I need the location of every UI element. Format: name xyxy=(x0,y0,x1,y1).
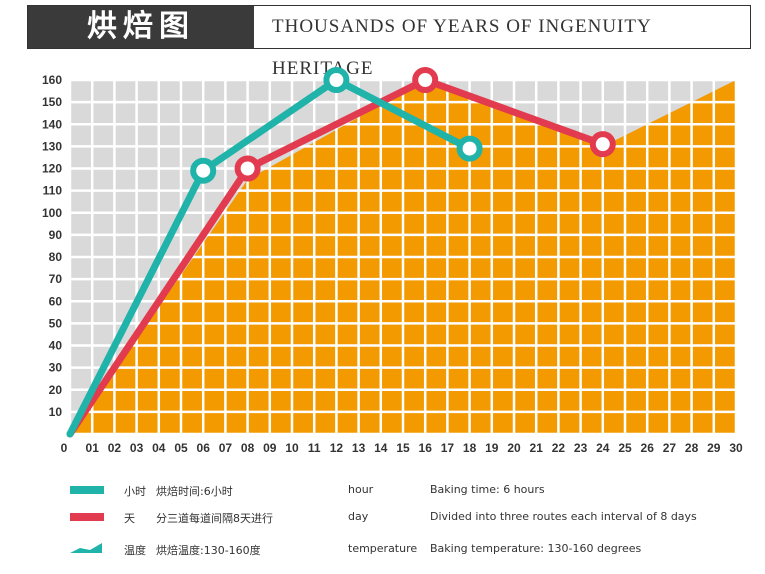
legend-en-desc: Baking temperature: 130-160 degrees xyxy=(430,542,642,555)
x-tick-label: 11 xyxy=(308,441,321,455)
y-tick-label: 130 xyxy=(42,139,62,153)
legend-cn-label: 温度 xyxy=(124,544,146,557)
data-point-day xyxy=(589,131,616,158)
y-tick-label: 40 xyxy=(49,339,63,353)
legend-en-desc: Baking time: 6 hours xyxy=(430,483,545,496)
legend-cn-desc: 分三道每道间隔8天进行 xyxy=(156,512,273,525)
y-tick-label: 20 xyxy=(49,383,63,397)
y-tick-label: 80 xyxy=(49,250,63,264)
y-tick-label: 150 xyxy=(42,95,62,109)
legend-cn-desc: 烘焙时间:6小时 xyxy=(156,485,233,498)
legend: 小时 烘焙时间:6小时 hour Baking time: 6 hours 天 … xyxy=(0,470,765,570)
data-point-day xyxy=(234,155,261,182)
x-tick-label: 12 xyxy=(330,441,344,455)
x-tick-label: 22 xyxy=(552,441,566,455)
x-tick-label: 30 xyxy=(729,441,743,455)
x-tick-label: 10 xyxy=(285,441,299,455)
x-tick-label: 27 xyxy=(663,441,677,455)
legend-cn-label: 天 xyxy=(124,512,135,525)
legend-row-day: 天 分三道每道间隔8天进行 day Divided into three rou… xyxy=(0,507,765,527)
x-tick-label: 26 xyxy=(641,441,655,455)
data-point-hour xyxy=(190,157,217,184)
x-tick-label: 07 xyxy=(219,441,233,455)
x-tick-label: 13 xyxy=(352,441,366,455)
series-line-day xyxy=(66,76,607,438)
x-tick-label: 14 xyxy=(374,441,388,455)
legend-swatch-temperature xyxy=(70,543,102,553)
x-tick-label: 0 xyxy=(61,441,68,455)
legend-en-desc: Divided into three routes each interval … xyxy=(430,510,697,523)
y-tick-label: 90 xyxy=(49,228,63,242)
x-tick-label: 28 xyxy=(685,441,699,455)
x-tick-label: 06 xyxy=(197,441,211,455)
x-tick-label: 29 xyxy=(707,441,721,455)
x-tick-label: 01 xyxy=(86,441,100,455)
legend-cn-label: 小时 xyxy=(124,485,146,498)
x-tick-label: 18 xyxy=(463,441,477,455)
x-tick-label: 21 xyxy=(530,441,544,455)
header-subtitle: THOUSANDS OF YEARS OF INGENUITY HERITAGE xyxy=(272,16,651,79)
x-tick-label: 17 xyxy=(441,441,455,455)
y-tick-label: 110 xyxy=(43,184,63,198)
y-tick-label: 100 xyxy=(42,206,62,220)
y-tick-label: 70 xyxy=(49,272,63,286)
x-tick-label: 19 xyxy=(485,441,499,455)
legend-row-temperature: 温度 烘焙温度:130-160度 temperature Baking temp… xyxy=(0,539,765,559)
x-tick-label: 02 xyxy=(108,441,122,455)
legend-en-label: hour xyxy=(348,483,374,496)
legend-row-hour: 小时 烘焙时间:6小时 hour Baking time: 6 hours xyxy=(0,480,765,500)
data-point-hour xyxy=(323,67,350,93)
legend-cn-desc: 烘焙温度:130-160度 xyxy=(156,544,261,557)
header-banner: 烘焙图 THOUSANDS OF YEARS OF INGENUITY HERI… xyxy=(27,5,751,79)
y-tick-label: 140 xyxy=(42,117,62,131)
legend-en-label: temperature xyxy=(348,542,418,555)
y-tick-label: 60 xyxy=(49,294,63,308)
legend-swatch-hour xyxy=(70,486,104,494)
legend-en-label: day xyxy=(348,510,369,523)
y-tick-label: 30 xyxy=(49,361,63,375)
series-line-hour xyxy=(66,76,474,438)
data-point-hour xyxy=(456,135,483,162)
x-tick-label: 08 xyxy=(241,441,255,455)
baking-chart: 0 01 02 03 04 05 06 07 08 09 10 11 12 13 14 15 16 17 18 19 2… xyxy=(42,67,743,455)
x-tick-label: 24 xyxy=(596,441,610,455)
x-tick-label: 04 xyxy=(152,441,166,455)
y-tick-label: 10 xyxy=(49,405,63,419)
x-tick-label: 25 xyxy=(618,441,632,455)
y-tick-label: 160 xyxy=(42,73,62,87)
x-tick-label: 05 xyxy=(174,441,188,455)
legend-swatch-day xyxy=(70,513,104,521)
x-tick-label: 15 xyxy=(396,441,410,455)
x-tick-label: 09 xyxy=(263,441,277,455)
y-tick-label: 120 xyxy=(42,162,62,176)
x-tick-label: 20 xyxy=(507,441,521,455)
x-tick-label: 03 xyxy=(130,441,144,455)
data-point-day xyxy=(412,67,439,93)
y-tick-label: 50 xyxy=(49,316,63,330)
header-title: 烘焙图 xyxy=(28,6,254,48)
x-tick-label: 16 xyxy=(419,441,433,455)
x-tick-label: 23 xyxy=(574,441,588,455)
